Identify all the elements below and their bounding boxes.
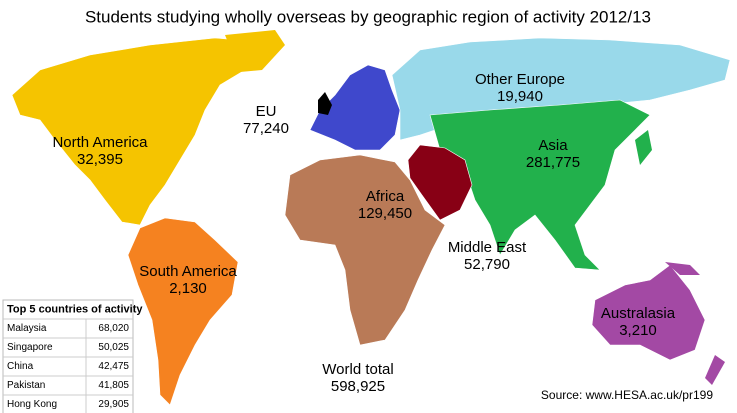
south-america-shape [127, 217, 239, 406]
region-name: Other Europe [475, 71, 565, 88]
table-value: 50,025 [98, 342, 129, 353]
world-total-label: World total [322, 361, 393, 378]
table-value: 41,805 [98, 380, 129, 391]
table-country: China [7, 361, 34, 372]
region-value: 19,940 [497, 88, 543, 105]
map-title: Students studying wholly overseas by geo… [85, 7, 651, 26]
table-country: Malaysia [7, 323, 47, 334]
region-value: 52,790 [464, 256, 510, 273]
region-value: 2,130 [169, 280, 207, 297]
region-name: Asia [538, 137, 568, 154]
table-value: 68,020 [98, 323, 129, 334]
eu-shape [309, 64, 401, 151]
table-title: Top 5 countries of activity [7, 303, 143, 315]
table-value: 29,905 [98, 399, 129, 410]
uk-shape [318, 92, 332, 115]
region-value: 77,240 [243, 120, 289, 137]
world-total-value: 598,925 [331, 378, 385, 395]
region-name: North America [52, 134, 148, 151]
region-value: 281,775 [526, 154, 580, 171]
nz-shape [705, 355, 725, 385]
north-america-shape [11, 37, 263, 226]
table-value: 42,475 [98, 361, 129, 372]
region-name: South America [139, 263, 237, 280]
greenland-shape [225, 30, 285, 72]
region-value: 129,450 [358, 205, 412, 222]
asia-shape [429, 99, 651, 271]
africa-shape [284, 154, 446, 346]
png-shape [665, 262, 700, 275]
region-name: Africa [366, 188, 405, 205]
australasia-shape [591, 264, 706, 361]
region-name: Australasia [601, 305, 676, 322]
source: Source: www.HESA.ac.uk/pr199 [541, 388, 713, 402]
region-value: 3,210 [619, 322, 657, 339]
middle-east-shape [407, 144, 473, 221]
region-name: EU [256, 103, 277, 120]
table-country: Hong Kong [7, 399, 57, 410]
table-country: Pakistan [7, 380, 45, 391]
region-value: 32,395 [77, 151, 123, 168]
japan-shape [635, 130, 652, 165]
region-name: Middle East [448, 239, 527, 256]
table-country: Singapore [7, 342, 53, 353]
